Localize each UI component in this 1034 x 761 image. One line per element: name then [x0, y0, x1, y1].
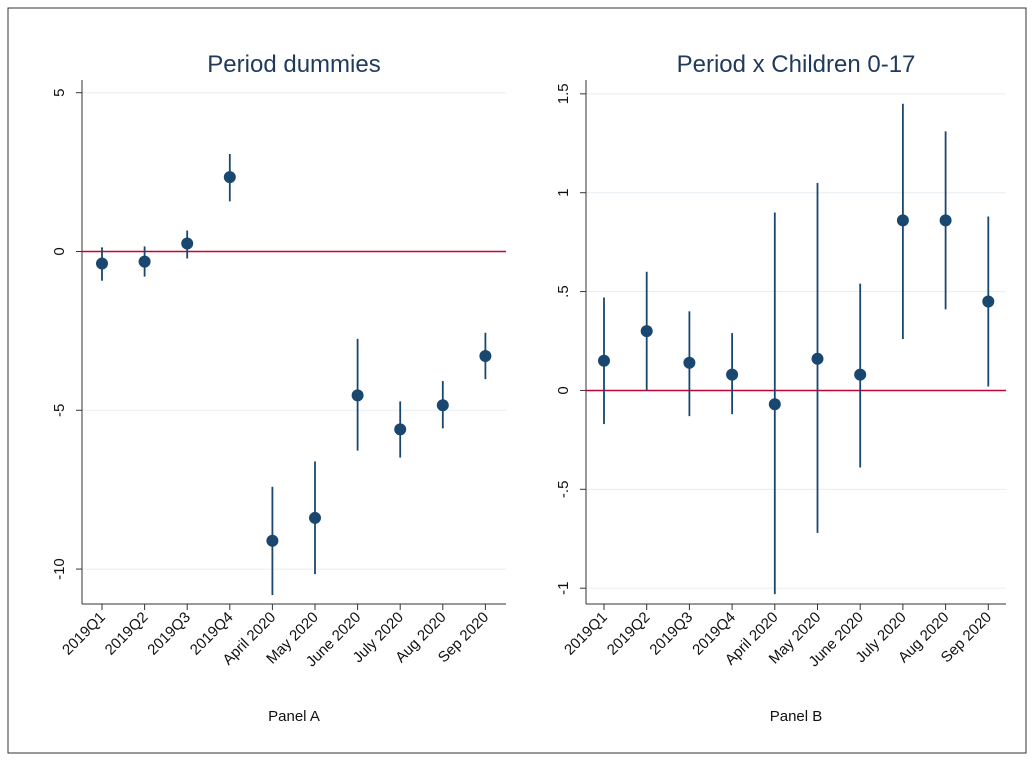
y-tick-label: 0: [555, 386, 572, 394]
y-tick-label: -.5: [555, 481, 572, 499]
chart-title: Period dummies: [207, 51, 380, 78]
y-tick-label: -10: [51, 558, 68, 580]
point: [982, 295, 995, 308]
y-tick-label: 1: [555, 189, 572, 197]
point: [939, 214, 952, 227]
chart-title: Period x Children 0-17: [677, 51, 916, 78]
point: [96, 257, 108, 270]
y-tick-label: 1.5: [555, 83, 572, 104]
y-tick-label: -5: [51, 404, 68, 417]
point: [811, 352, 824, 365]
point: [479, 349, 492, 362]
point: [138, 255, 151, 268]
point: [683, 356, 696, 369]
y-tick-label: 0: [51, 247, 68, 255]
y-tick-label: 5: [51, 89, 68, 97]
point: [598, 354, 610, 367]
point: [436, 399, 449, 412]
point: [896, 214, 909, 227]
point: [726, 368, 739, 381]
y-tick-label: .5: [555, 285, 572, 298]
x-axis-label: Panel B: [770, 708, 823, 725]
point: [309, 511, 321, 524]
point: [181, 237, 194, 250]
point: [266, 534, 279, 547]
y-tick-label: -1: [555, 582, 572, 595]
point: [351, 389, 364, 402]
point: [394, 423, 407, 436]
point: [768, 398, 781, 411]
point: [640, 325, 653, 338]
x-axis-label: Panel A: [268, 708, 320, 725]
frame: [7, 7, 1027, 754]
point: [854, 368, 867, 381]
point: [223, 171, 236, 184]
